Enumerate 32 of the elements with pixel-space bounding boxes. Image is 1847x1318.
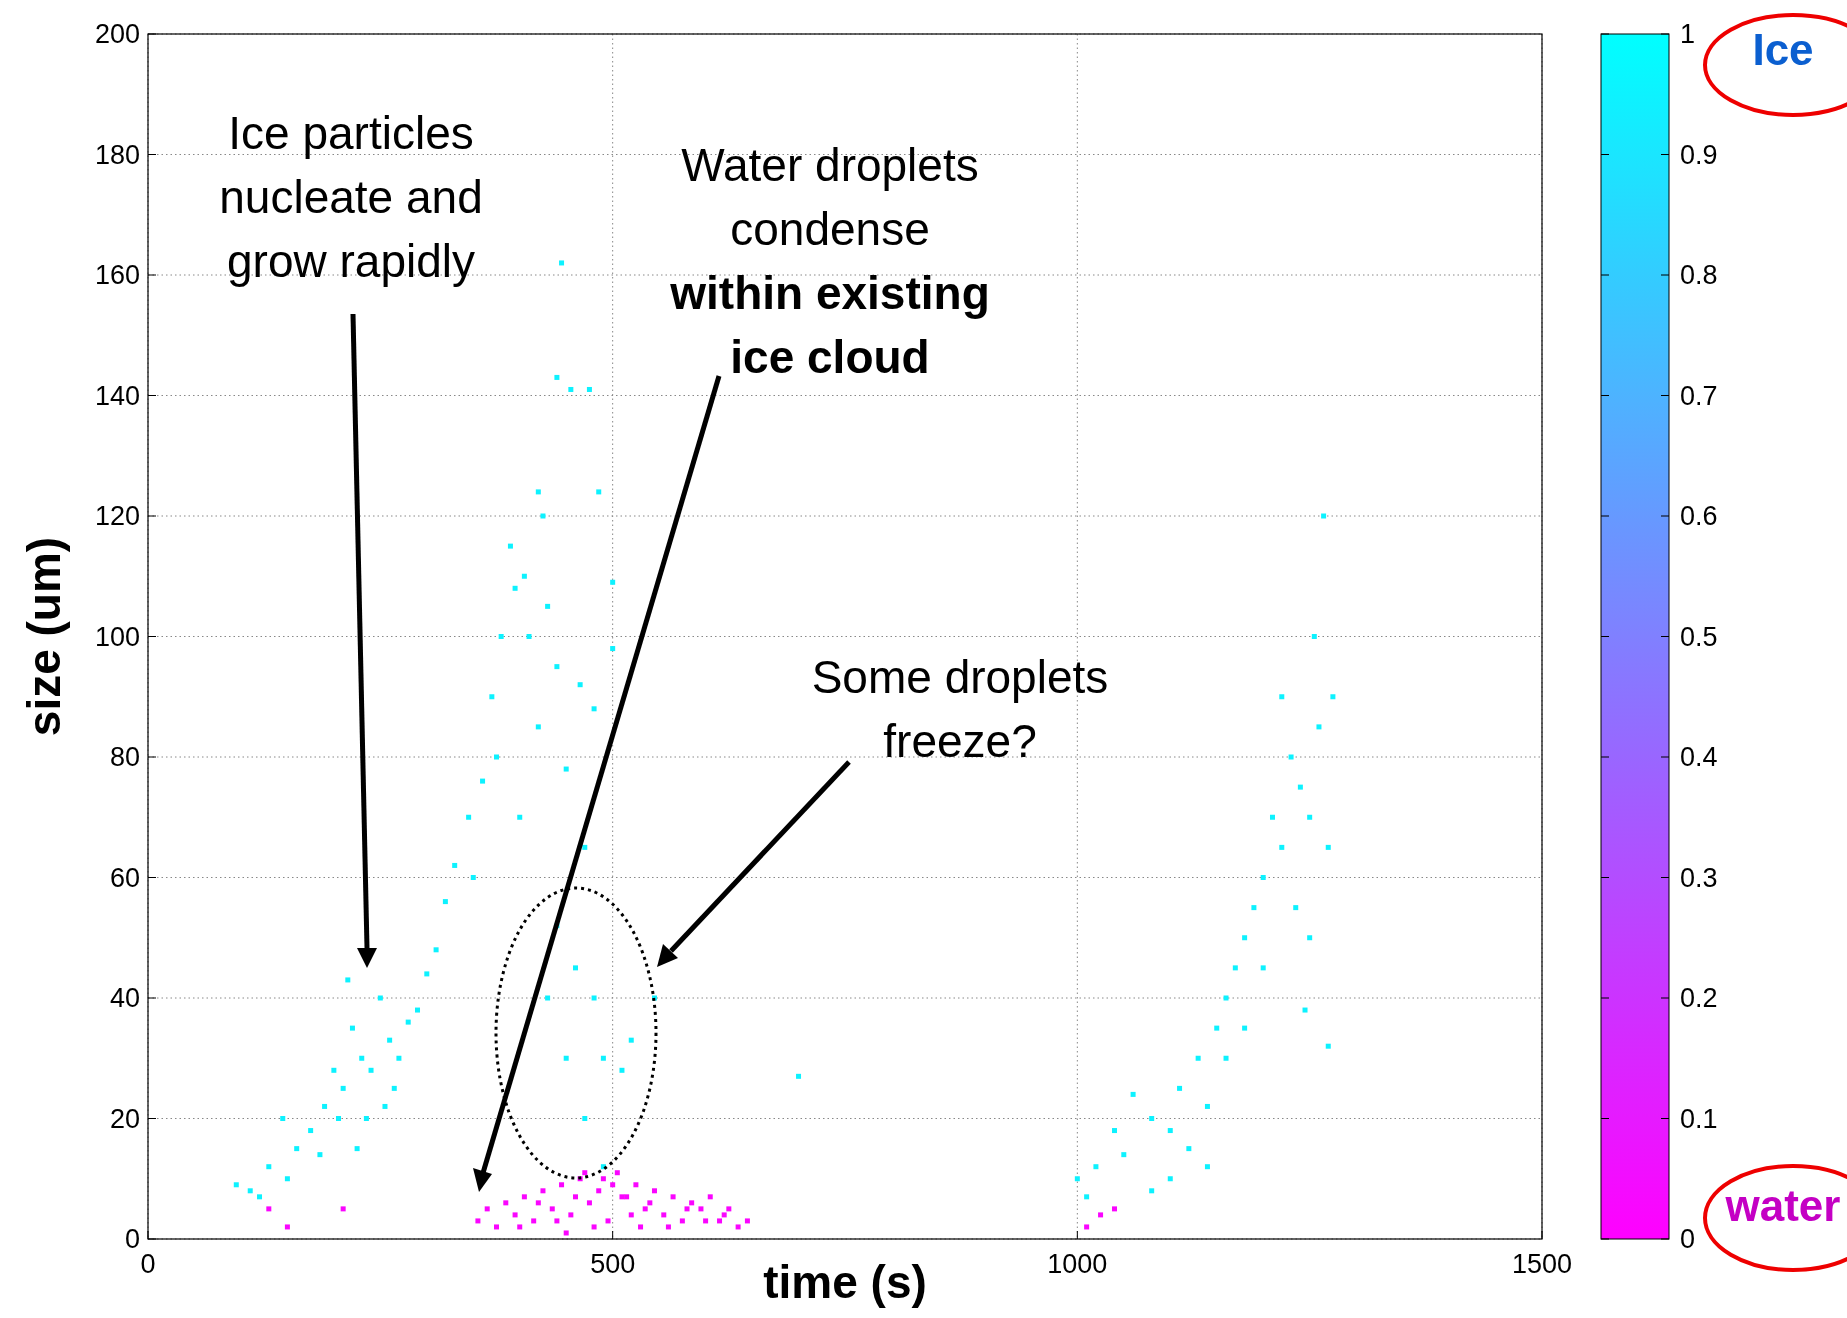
y-tick-label: 140 [94,380,140,411]
annotation: Some droplets freeze? [811,651,1109,767]
y-tick-label: 60 [109,862,140,893]
color-bar-label: 0.2 [1680,983,1718,1013]
y-tick-label: 120 [94,501,140,531]
y-tick-label: 180 [94,139,140,170]
color-bar-label: 0.6 [1680,501,1718,531]
color-bar-label: 0.1 [1680,1103,1718,1134]
y-axis-title: size (um) [18,536,70,737]
y-tick-label: 160 [94,260,140,290]
text: Ice [1752,25,1814,74]
y-tick-label: 40 [109,983,140,1013]
color-bar-label: 0 [1680,1224,1696,1254]
color-bar-label: 0.9 [1680,139,1718,170]
annotation: within existing ice cloud [669,267,990,383]
x-tick-label: 1000 [1047,1249,1108,1279]
color-bar-label: 0.4 [1680,742,1718,772]
x-tick-label: 1500 [1511,1249,1573,1279]
y-tick-label: 100 [94,621,140,652]
annotation: Ice particles nucleate and grow rapidly [219,107,483,287]
x-tick-label: 500 [590,1249,636,1279]
y-tick-label: 200 [94,19,140,49]
text: water [1724,1181,1841,1230]
y-tick-label: 0 [124,1224,140,1254]
color-bar-label: 0.7 [1680,380,1718,411]
color-bar-label: 1 [1680,19,1696,49]
color-bar-label: 0.5 [1680,621,1718,652]
color-bar-label: 0.3 [1680,862,1718,893]
color-bar-label: 0.8 [1680,260,1718,290]
x-axis-title: time (s) [763,1256,927,1308]
y-tick-label: 80 [109,742,140,772]
y-tick-label: 20 [109,1103,140,1134]
